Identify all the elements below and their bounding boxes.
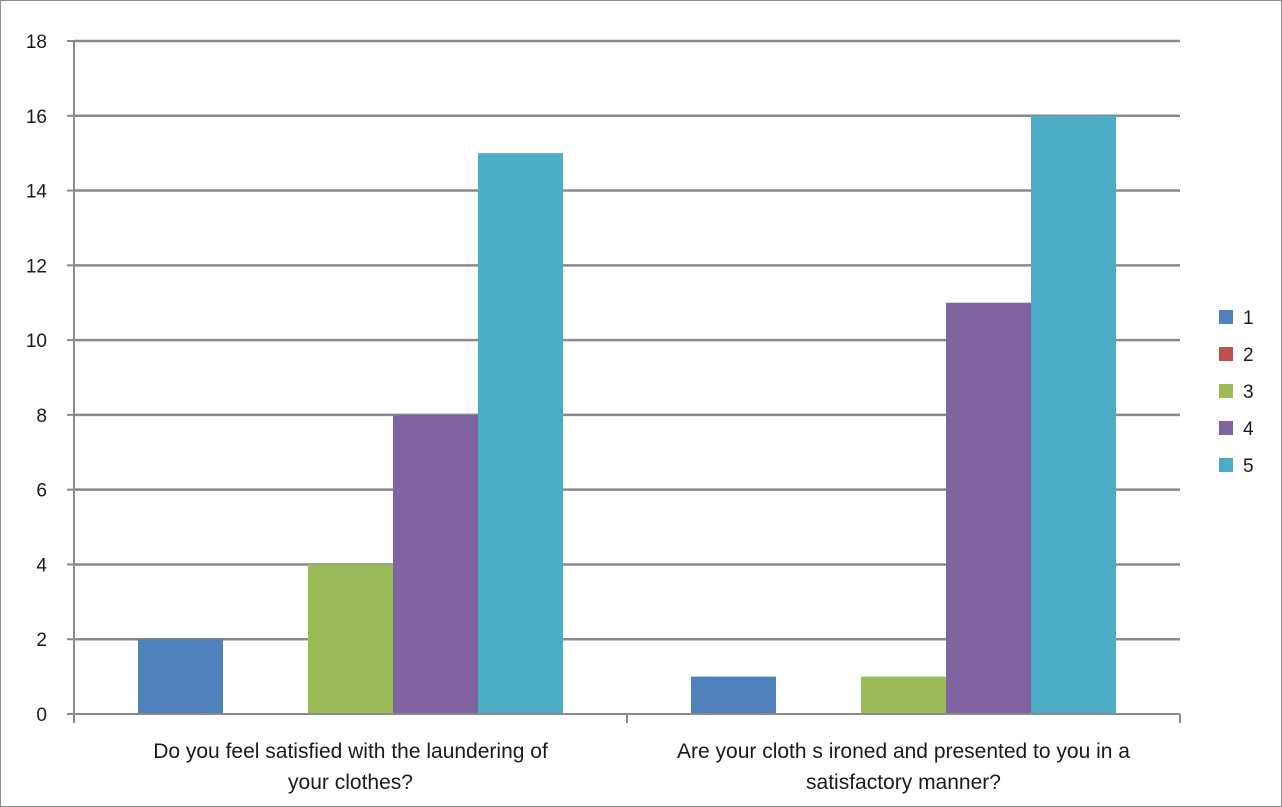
bar-series-4-cat-2 bbox=[946, 302, 1031, 714]
y-tick-label: 4 bbox=[36, 555, 47, 576]
gridlines bbox=[74, 39, 1180, 641]
legend-swatch bbox=[1219, 347, 1233, 361]
y-tick-labels: 0 2 4 6 8 10 12 14 16 18 bbox=[26, 32, 48, 726]
y-tick-label: 12 bbox=[26, 256, 47, 277]
legend-swatch bbox=[1219, 458, 1233, 472]
legend-swatch bbox=[1219, 384, 1233, 398]
y-tick-label: 2 bbox=[36, 630, 47, 651]
category-label: Are your cloth s ironed and presented to… bbox=[677, 740, 1130, 763]
legend-swatch bbox=[1219, 421, 1233, 435]
legend: 1 2 3 4 5 bbox=[1219, 308, 1254, 477]
bar-series-3-cat-2 bbox=[861, 676, 946, 714]
y-tick-label: 18 bbox=[26, 32, 47, 53]
bar-series-5-cat-1 bbox=[478, 153, 563, 714]
bar-series-4-cat-1 bbox=[393, 414, 478, 714]
legend-label: 3 bbox=[1243, 382, 1254, 403]
bars bbox=[138, 115, 1116, 715]
bar-series-1-cat-1 bbox=[138, 639, 223, 714]
y-tick-label: 0 bbox=[36, 705, 47, 726]
legend-label: 5 bbox=[1243, 456, 1254, 477]
legend-label: 2 bbox=[1243, 345, 1254, 366]
y-tick-label: 8 bbox=[36, 406, 47, 427]
legend-label: 1 bbox=[1243, 308, 1254, 329]
axes bbox=[67, 40, 1181, 723]
y-tick-label: 16 bbox=[26, 107, 47, 128]
bar-series-3-cat-1 bbox=[308, 564, 393, 714]
category-labels: Do you feel satisfied with the launderin… bbox=[153, 740, 1130, 794]
bar-series-5-cat-2 bbox=[1031, 115, 1116, 715]
legend-label: 4 bbox=[1243, 419, 1254, 440]
y-tick-label: 6 bbox=[36, 481, 47, 502]
category-label: satisfactory manner? bbox=[806, 771, 1001, 794]
category-label: Do you feel satisfied with the launderin… bbox=[153, 740, 548, 763]
y-tick-label: 14 bbox=[26, 182, 48, 203]
legend-swatch bbox=[1219, 310, 1233, 324]
category-label: your clothes? bbox=[288, 771, 413, 794]
y-tick-label: 10 bbox=[26, 331, 47, 352]
bar-series-1-cat-2 bbox=[691, 676, 776, 714]
